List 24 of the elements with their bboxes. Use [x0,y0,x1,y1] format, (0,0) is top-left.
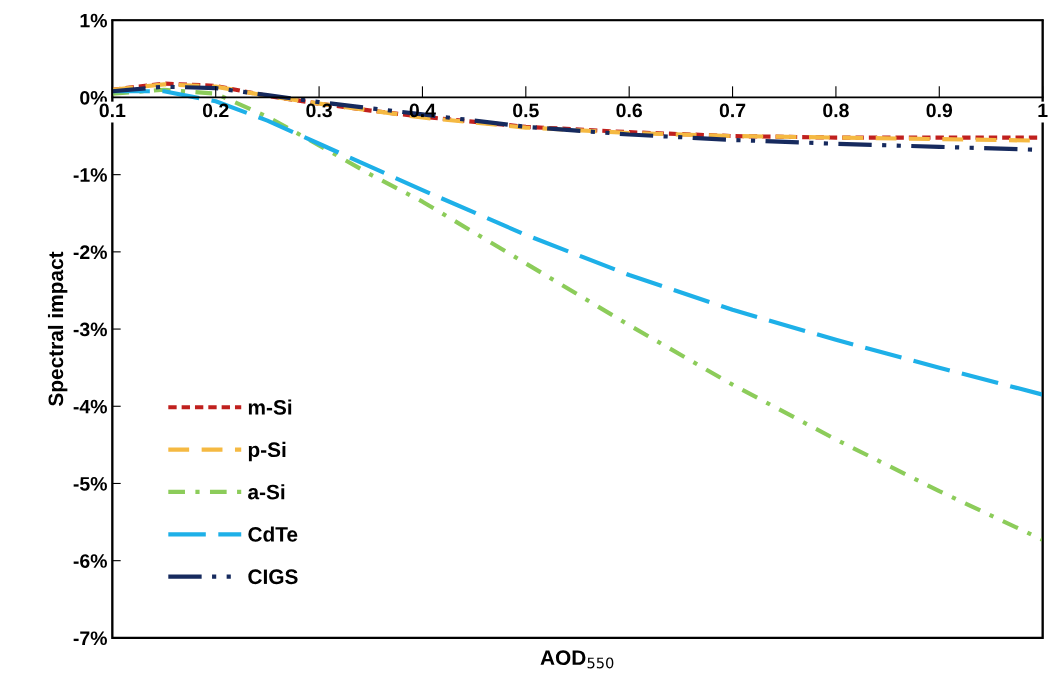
x-axis-title: AOD$_{550}$ [540,650,614,669]
y-tick-label: -5% [73,476,107,491]
y-tick-label: -2% [73,245,107,260]
y-tick-label: -6% [73,554,107,568]
x-tick-label: 0.8 [823,103,849,118]
y-axis-title: Spectral impact [47,251,68,407]
y-tick-label: -1% [73,168,107,182]
x-tick-label: 0.2 [202,103,229,118]
x-tick-label: 1 [1038,103,1048,118]
x-tick-label: 0.1 [99,103,126,118]
y-tick-label: 1% [80,13,107,28]
x-tick-label: 0.7 [719,103,746,118]
x-tick-label: 0.5 [513,103,539,118]
legend-label: a-Si [248,484,285,500]
y-tick-label: -4% [73,399,107,414]
x-tick-label: 0.9 [926,103,953,118]
x-tick-label: 0.6 [616,103,642,118]
y-tick-label: -7% [73,631,107,646]
legend-label: CdTe [248,526,298,542]
legend-label: p-Si [248,441,286,462]
legend-label: m-Si [248,399,292,415]
legend-label: CIGS [248,569,298,585]
x-tick-label: 0.3 [306,103,332,118]
y-tick-label: -3% [73,322,107,337]
